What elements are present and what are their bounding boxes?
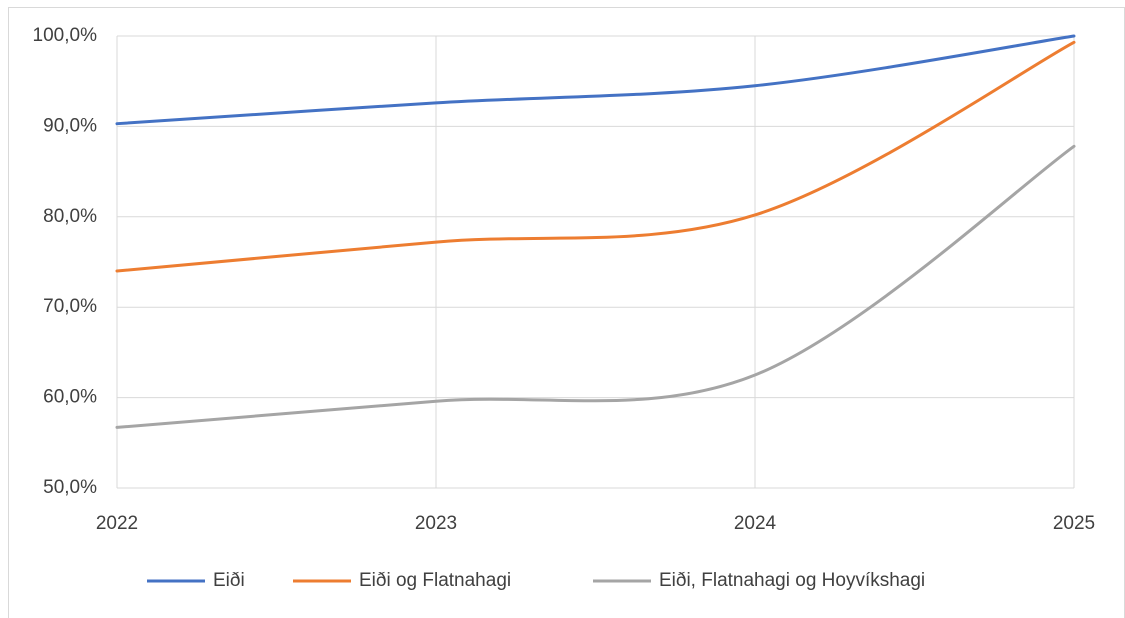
y-tick-label: 100,0%	[33, 25, 98, 46]
series-line	[115, 144, 1076, 429]
y-tick-label: 70,0%	[43, 296, 97, 317]
x-tick-label: 2023	[415, 513, 457, 534]
x-tick-label: 2024	[734, 513, 777, 534]
series-line	[115, 40, 1076, 273]
legend-label: Eiði	[213, 570, 245, 591]
x-tick-label: 2025	[1053, 513, 1095, 534]
series-line	[115, 34, 1076, 126]
y-tick-label: 90,0%	[43, 115, 97, 136]
legend-label: Eiði, Flatnahagi og Hoyvíkshagi	[659, 570, 925, 591]
chart-frame	[8, 7, 1125, 618]
y-tick-label: 80,0%	[43, 206, 97, 227]
y-tick-label: 60,0%	[43, 387, 97, 408]
x-tick-label: 2022	[96, 513, 138, 534]
y-tick-label: 50,0%	[43, 477, 97, 498]
legend-label: Eiði og Flatnahagi	[359, 570, 511, 591]
